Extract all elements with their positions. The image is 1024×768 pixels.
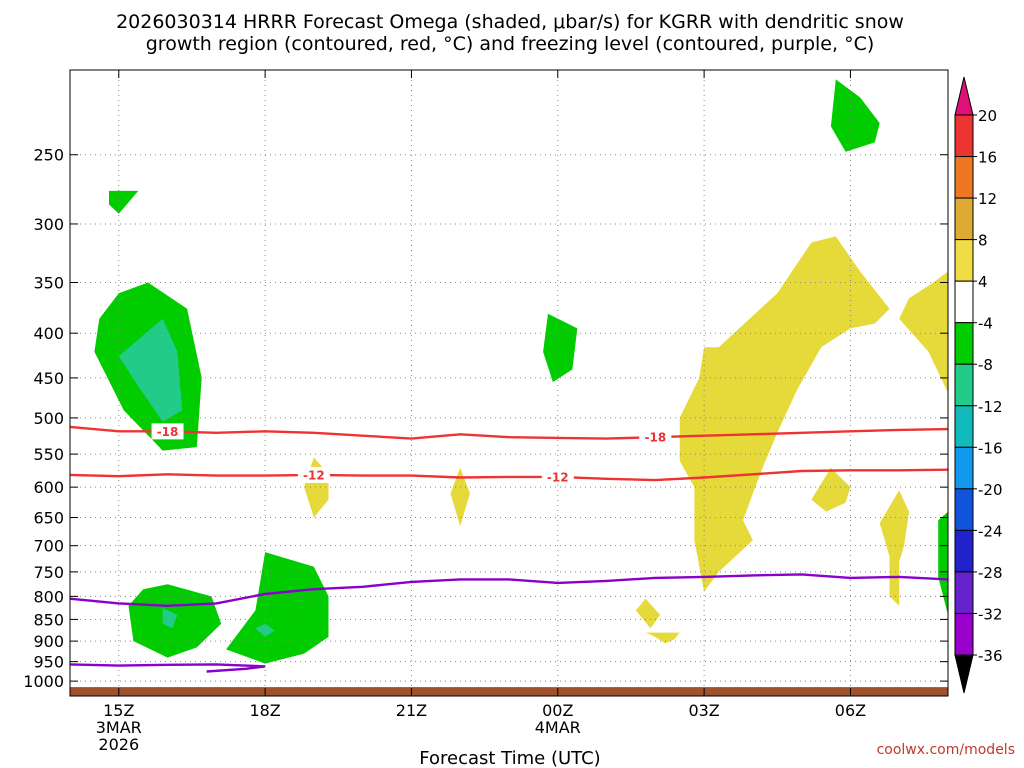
x-tick-label-00Z-2: 4MAR [535, 718, 581, 737]
colorbar-swatch-2 [954, 156, 974, 199]
colorbar-swatch-9 [954, 446, 974, 490]
omega-region-14 [811, 467, 851, 512]
omega-region-3 [118, 318, 183, 422]
omega-region-10 [543, 313, 578, 383]
colorbar-swatch-12 [954, 571, 974, 614]
colorbar-swatch-13 [954, 612, 974, 656]
chart-title-line-2: growth region (contoured, red, °C) and f… [146, 33, 875, 55]
ground-below-surface [70, 687, 948, 696]
x-tick-label-00Z-1: 00Z [542, 701, 573, 720]
freezing-level-contour-4 [69, 663, 266, 673]
contour-label-bg [297, 466, 330, 483]
colorbar-label-1: 20 [978, 107, 997, 125]
freezing-level-contour-3 [69, 573, 949, 608]
omega-region-5 [162, 608, 178, 629]
ground-fill [70, 687, 948, 696]
contour-label--18-2: -18 [644, 431, 666, 445]
y-tick-label-750: 750 [33, 563, 64, 582]
y-tick-label-450: 450 [33, 369, 64, 388]
y-tick-label-300: 300 [33, 215, 64, 234]
temperature-contours: -18 -18 -12 -12 [69, 423, 949, 673]
contour-label-bg [151, 423, 184, 440]
y-tick-label-700: 700 [33, 537, 64, 556]
colorbar-swatch-6 [954, 322, 974, 365]
omega-region-15 [879, 490, 909, 606]
colorbar-swatch-1 [954, 114, 974, 158]
colorbar-label-6: -4 [978, 315, 993, 333]
x-tick-label-15Z-3: 2026 [98, 735, 139, 754]
x-tick-label-06Z-1: 06Z [835, 701, 866, 720]
colorbar-swatch-7 [954, 363, 974, 407]
omega-region-18 [830, 79, 880, 152]
y-tick-label-550: 550 [33, 445, 64, 464]
x-tick-label-15Z-2: 3MAR [96, 718, 142, 737]
colorbar-swatch-5 [954, 280, 974, 324]
colorbar-label-9: -16 [978, 439, 1003, 457]
y-tick-label-650: 650 [33, 509, 64, 528]
y-tick-label-900: 900 [33, 632, 64, 651]
omega-region-9 [450, 467, 470, 527]
colorbar-label-12: -28 [978, 564, 1003, 582]
omega-region-19 [938, 511, 948, 615]
omega-region-12 [713, 236, 890, 433]
chart-title-line-1: 2026030314 HRRR Forecast Omega (shaded, … [116, 11, 904, 33]
omega-region-1 [109, 190, 139, 214]
colorbar-swatch-10 [954, 488, 974, 531]
colorbar-label-11: -24 [978, 522, 1003, 540]
x-tick-label-18Z-1: 18Z [249, 701, 280, 720]
y-tick-label-800: 800 [33, 587, 64, 606]
y-tick-label-1000: 1000 [23, 672, 64, 691]
plot-frame [69, 69, 949, 697]
plot-axes: 250 300 350 400 450 500 550 600 650 700 750 800 850 9… [23, 69, 949, 754]
colorbar-top-arrow [954, 76, 974, 116]
omega-region-17 [645, 632, 680, 644]
y-tick-label-500: 500 [33, 409, 64, 428]
colorbar-label-3: 12 [978, 190, 997, 208]
contour-label--12-2: -12 [547, 470, 569, 484]
colorbar-label-2: 16 [978, 149, 997, 167]
omega-region-8 [304, 457, 329, 518]
contour-label-bg [639, 429, 672, 446]
omega-colorbar: 20 16 12 8 4 -4 -8 -12 -16 -20 -24 -28 -32 -36 [954, 76, 1003, 694]
dgz-contour-1 [69, 425, 949, 440]
y-tick-label-350: 350 [33, 273, 64, 292]
colorbar-label-14: -36 [978, 647, 1003, 665]
omega-region-16 [635, 598, 661, 629]
y-tick-label-600: 600 [33, 478, 64, 497]
y-tick-label-950: 950 [33, 653, 64, 672]
y-tick-label-850: 850 [33, 610, 64, 629]
colorbar-label-13: -32 [978, 605, 1003, 623]
site-credit: coolwx.com/models [877, 742, 1015, 758]
colorbar-label-5: 4 [978, 273, 988, 291]
y-tick-label-400: 400 [33, 324, 64, 343]
colorbar-label-7: -8 [978, 356, 993, 374]
omega-region-6 [226, 552, 329, 664]
contour-label--12-1: -12 [303, 468, 325, 482]
contour-label-bg [541, 468, 574, 485]
colorbar-swatch-3 [954, 197, 974, 241]
x-axis-title: Forecast Time (UTC) [419, 748, 600, 768]
x-tick-label-15Z-1: 15Z [103, 701, 134, 720]
x-tick-label-21Z-1: 21Z [396, 701, 427, 720]
omega-region-13 [899, 271, 948, 393]
colorbar-label-10: -20 [978, 481, 1003, 499]
colorbar-swatch-4 [954, 239, 974, 282]
colorbar-label-4: 8 [978, 232, 988, 250]
colorbar-swatch-8 [954, 405, 974, 448]
colorbar-swatch-11 [954, 529, 974, 573]
dgz-contour-2 [69, 468, 949, 482]
y-tick-label-250: 250 [33, 146, 64, 165]
colorbar-bottom-arrow [954, 654, 974, 694]
contour-label--18-1: -18 [157, 425, 179, 439]
x-tick-label-03Z-1: 03Z [688, 701, 719, 720]
colorbar-label-8: -12 [978, 398, 1003, 416]
